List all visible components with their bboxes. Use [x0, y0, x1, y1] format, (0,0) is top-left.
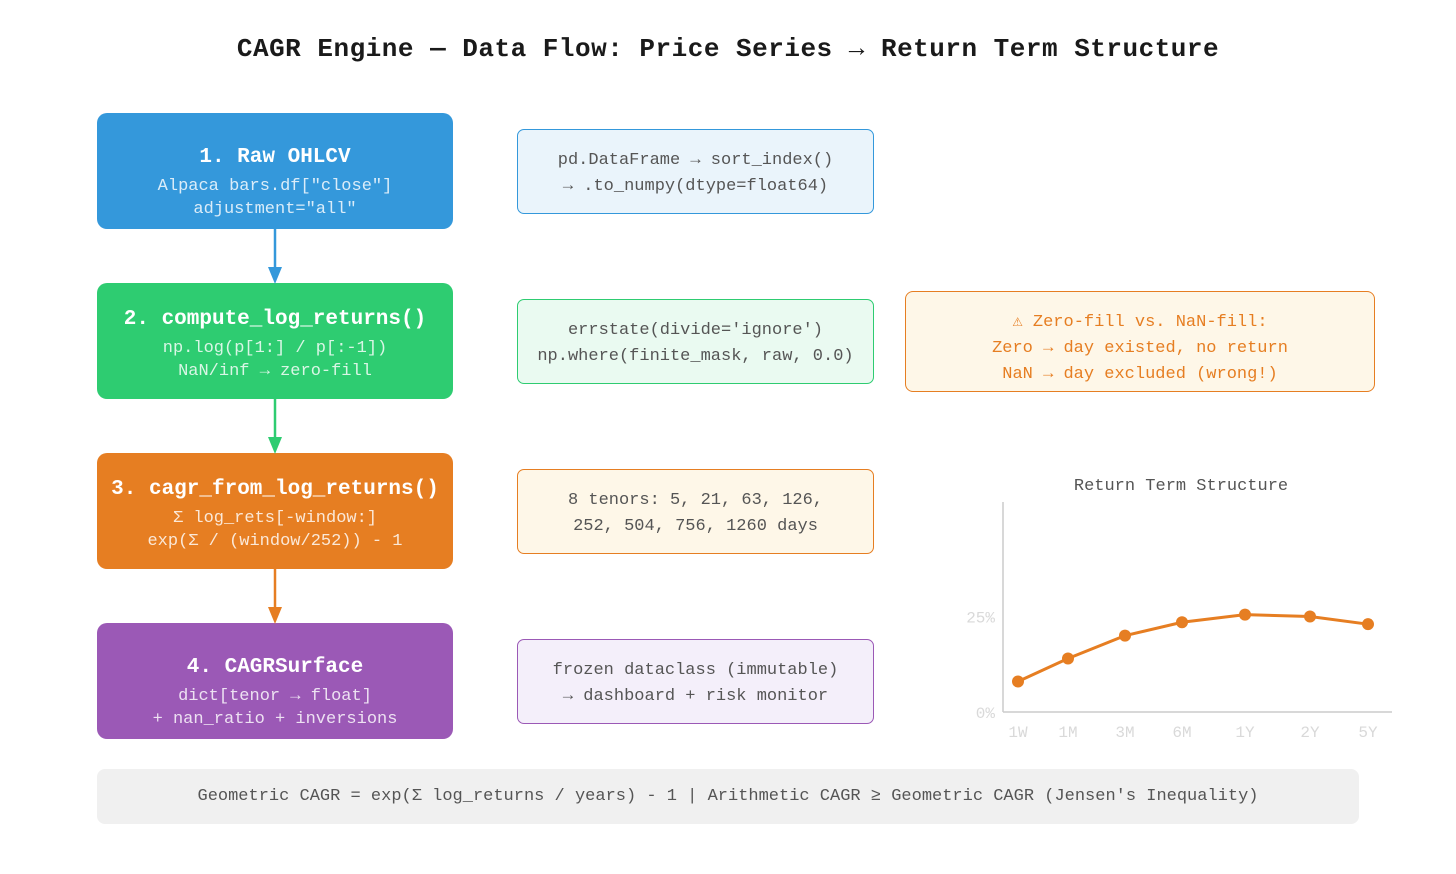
data-point [1119, 629, 1131, 642]
note-line: 252, 504, 756, 1260 days [573, 517, 818, 536]
stage-line: adjustment="all" [193, 200, 357, 219]
warning-line: ⚠ Zero-fill vs. NaN-fill: [1012, 313, 1268, 332]
series-line [1017, 613, 1369, 683]
y-tick-label: 25% [966, 610, 995, 628]
stage-line: np.log(p[1:] / p[:-1]) [162, 339, 388, 358]
stage-title: 2. compute_log_returns() [123, 308, 427, 331]
data-point [1012, 675, 1024, 688]
cagr-formula-footer: Geometric CAGR = exp(Σ log_returns / yea… [97, 769, 1359, 824]
arrow-down-icon [268, 569, 282, 624]
note-line: → .to_numpy(dtype=float64) [562, 177, 829, 196]
x-tick-label: 5Y [1358, 724, 1378, 742]
y-tick-label: 0% [976, 705, 996, 723]
note-tenors: 8 tenors: 5, 21, 63, 126, 252, 504, 756,… [517, 469, 874, 554]
note-line: errstate(divide='ignore') [567, 321, 824, 340]
x-tick-label: 3M [1115, 724, 1134, 742]
note-line: frozen dataclass (immutable) [552, 661, 839, 680]
x-tick-label: 6M [1172, 724, 1191, 742]
stage-raw-ohlcv: 1. Raw OHLCV Alpaca bars.df["close"] adj… [97, 113, 453, 229]
data-point [1304, 610, 1316, 623]
stage-cagr-surface: 4. CAGRSurface dict[tenor → float] + nan… [97, 623, 453, 739]
stage-title: 4. CAGRSurface [186, 656, 364, 679]
x-tick-label: 2Y [1300, 724, 1320, 742]
stage-title: 3. cagr_from_log_returns() [111, 478, 439, 501]
x-tick-label: 1Y [1235, 724, 1255, 742]
zero-fill-warning: ⚠ Zero-fill vs. NaN-fill: Zero → day exi… [905, 291, 1375, 392]
note-errstate: errstate(divide='ignore') np.where(finit… [517, 299, 874, 384]
stage-line: exp(Σ / (window/252)) - 1 [147, 532, 403, 551]
stage-line: + nan_ratio + inversions [152, 710, 398, 729]
stage-line: Σ log_rets[-window:] [172, 509, 378, 528]
stage-title: 1. Raw OHLCV [199, 146, 351, 169]
arrow-down-icon [268, 229, 282, 284]
warning-line: Zero → day existed, no return [992, 339, 1288, 358]
stage-line: NaN/inf → zero-fill [178, 362, 372, 381]
x-tick-label: 1M [1058, 724, 1077, 742]
stage-compute-log-returns: 2. compute_log_returns() np.log(p[1:] / … [97, 283, 453, 399]
stage-cagr-from-log-returns: 3. cagr_from_log_returns() Σ log_rets[-w… [97, 453, 453, 569]
note-dataclass: frozen dataclass (immutable) → dashboard… [517, 639, 874, 724]
diagram-title: CAGR Engine — Data Flow: Price Series → … [236, 34, 1220, 64]
data-point [1176, 616, 1188, 629]
note-dataframe: pd.DataFrame → sort_index() → .to_numpy(… [517, 129, 874, 214]
warning-line: NaN → day excluded (wrong!) [1002, 365, 1278, 384]
data-point [1239, 608, 1251, 621]
data-point [1362, 618, 1374, 631]
x-tick-label: 1W [1008, 724, 1028, 742]
note-line: → dashboard + risk monitor [562, 687, 829, 706]
data-point [1062, 652, 1074, 665]
note-line: np.where(finite_mask, raw, 0.0) [537, 347, 854, 366]
return-term-structure-chart: Return Term Structure 0% 25% 1W 1M 3M 6M 1Y 2Y 5… [966, 477, 1392, 742]
chart-title: Return Term Structure [1074, 477, 1288, 496]
arrow-down-icon [268, 399, 282, 454]
stage-line: dict[tenor → float] [178, 687, 372, 706]
note-line: pd.DataFrame → sort_index() [557, 151, 834, 170]
note-line: 8 tenors: 5, 21, 63, 126, [567, 491, 824, 510]
stage-line: Alpaca bars.df["close"] [157, 177, 393, 196]
